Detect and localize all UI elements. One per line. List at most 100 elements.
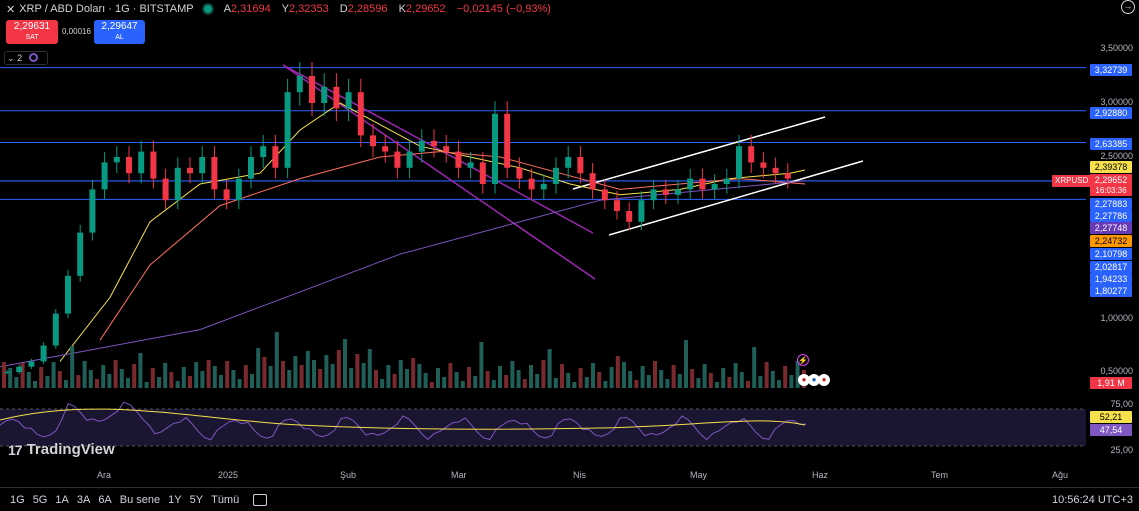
volume-bar [262,357,267,388]
candle [235,178,242,201]
visibility-icon[interactable] [28,53,38,62]
volume-bar [45,376,50,388]
candle [479,162,486,184]
volume-bar [603,381,608,388]
candle [40,345,47,362]
volume-bar [144,382,149,388]
flag-icon[interactable]: ● [798,374,810,386]
candle [272,146,279,168]
volume-bar [256,348,261,388]
volume-bar [231,370,236,388]
volume-bar [460,381,465,388]
volume-bar [64,380,68,388]
timeframe-1g[interactable]: 1G [10,493,25,506]
market-status-icon [203,5,212,13]
flag-icon[interactable]: ● [818,374,830,386]
flag-icon[interactable]: ● [808,374,820,386]
volume-bar [485,371,490,388]
candle [772,167,779,174]
timeframe-5g[interactable]: 5G [32,493,48,506]
volume-bar [690,369,695,388]
timeframe-5y[interactable]: 5Y [189,493,204,506]
candle [540,184,547,190]
timeframe-ytd[interactable]: Bu sene [119,493,161,506]
symbol-tag: XRPUSD [1052,175,1092,187]
candle [357,92,364,136]
volume-bar [715,382,719,388]
candle [675,189,681,195]
volume-bar [126,378,130,388]
x-axis-label: Nis [573,470,586,480]
close-icon[interactable]: ✕ [6,3,16,16]
volume-bar [572,382,577,388]
volume-bar [169,372,174,388]
price-label: 2,27748 [1090,222,1132,234]
arrow-icon[interactable]: → [1121,0,1135,14]
volume-bar [57,371,62,388]
timeframe-6a[interactable]: 6A [98,493,112,506]
price-label: 2,27883 [1090,198,1132,210]
candle [711,184,718,190]
volume-bar [150,368,155,388]
volume-bar [119,369,124,388]
volume-bar [770,371,775,388]
volume-bar [163,363,168,388]
volume-bar [423,373,428,388]
volume-bar [547,349,552,388]
volume-bar [312,360,316,388]
indicator-toggle[interactable]: ⌄ 2 [4,51,48,65]
volume-bar [274,332,279,388]
symbol-title[interactable]: XRP / ABD Doları · 1G · BITSTAMP [19,3,194,15]
candle [614,200,620,211]
volume-bar [386,365,391,388]
candle [736,146,742,179]
candle [431,140,437,147]
volume-bar [479,342,484,388]
timeframe-1a[interactable]: 1A [55,493,69,506]
candle [626,211,633,222]
volume-bar [758,376,763,388]
volume-bar [777,380,781,388]
lightning-icon[interactable]: ⚡ [797,354,809,366]
candle [138,151,145,174]
x-axis-label: Ara [97,470,112,480]
price-label: 2,92880 [1090,107,1132,119]
volume-bar [76,375,81,388]
volume-bar [591,363,595,388]
volume-bar [721,368,726,388]
channel-lower [608,160,864,236]
chart-canvas[interactable] [0,0,1139,487]
price-label: 2,39378 [1090,161,1132,173]
buy-button[interactable]: 2,29647 AL [94,20,145,44]
calendar-icon[interactable] [253,493,268,506]
candle [309,76,315,103]
timeframe-all[interactable]: Tümü [211,493,240,506]
volume-bar [305,351,310,388]
candle [638,200,645,222]
volume-bar [188,376,192,388]
candle [723,178,730,184]
volume-bar [26,372,31,388]
volume-bar [361,363,366,388]
timeframe-1y[interactable]: 1Y [168,493,182,506]
timeframe-3a[interactable]: 3A [76,493,91,506]
volume-bar [237,379,242,388]
rsi-ma-value: 52,21 [1090,411,1132,423]
candle [321,86,328,103]
volume-bar [653,361,657,388]
volume-bar [206,360,211,388]
volume-bar [225,361,230,388]
uptrend-channel [572,116,864,236]
volume-bar [107,374,112,388]
volume-bar [181,367,186,388]
volume-bar [429,382,434,388]
candle [113,157,120,163]
volume-bar [343,339,347,388]
candle [187,167,193,174]
price-tick: 3,00000 [1100,97,1133,107]
sell-button[interactable]: 2,29631 SAT [6,20,58,44]
volume-bar [609,367,614,388]
candle [89,189,96,233]
volume-bar [194,362,199,388]
volume-bar [324,355,329,388]
